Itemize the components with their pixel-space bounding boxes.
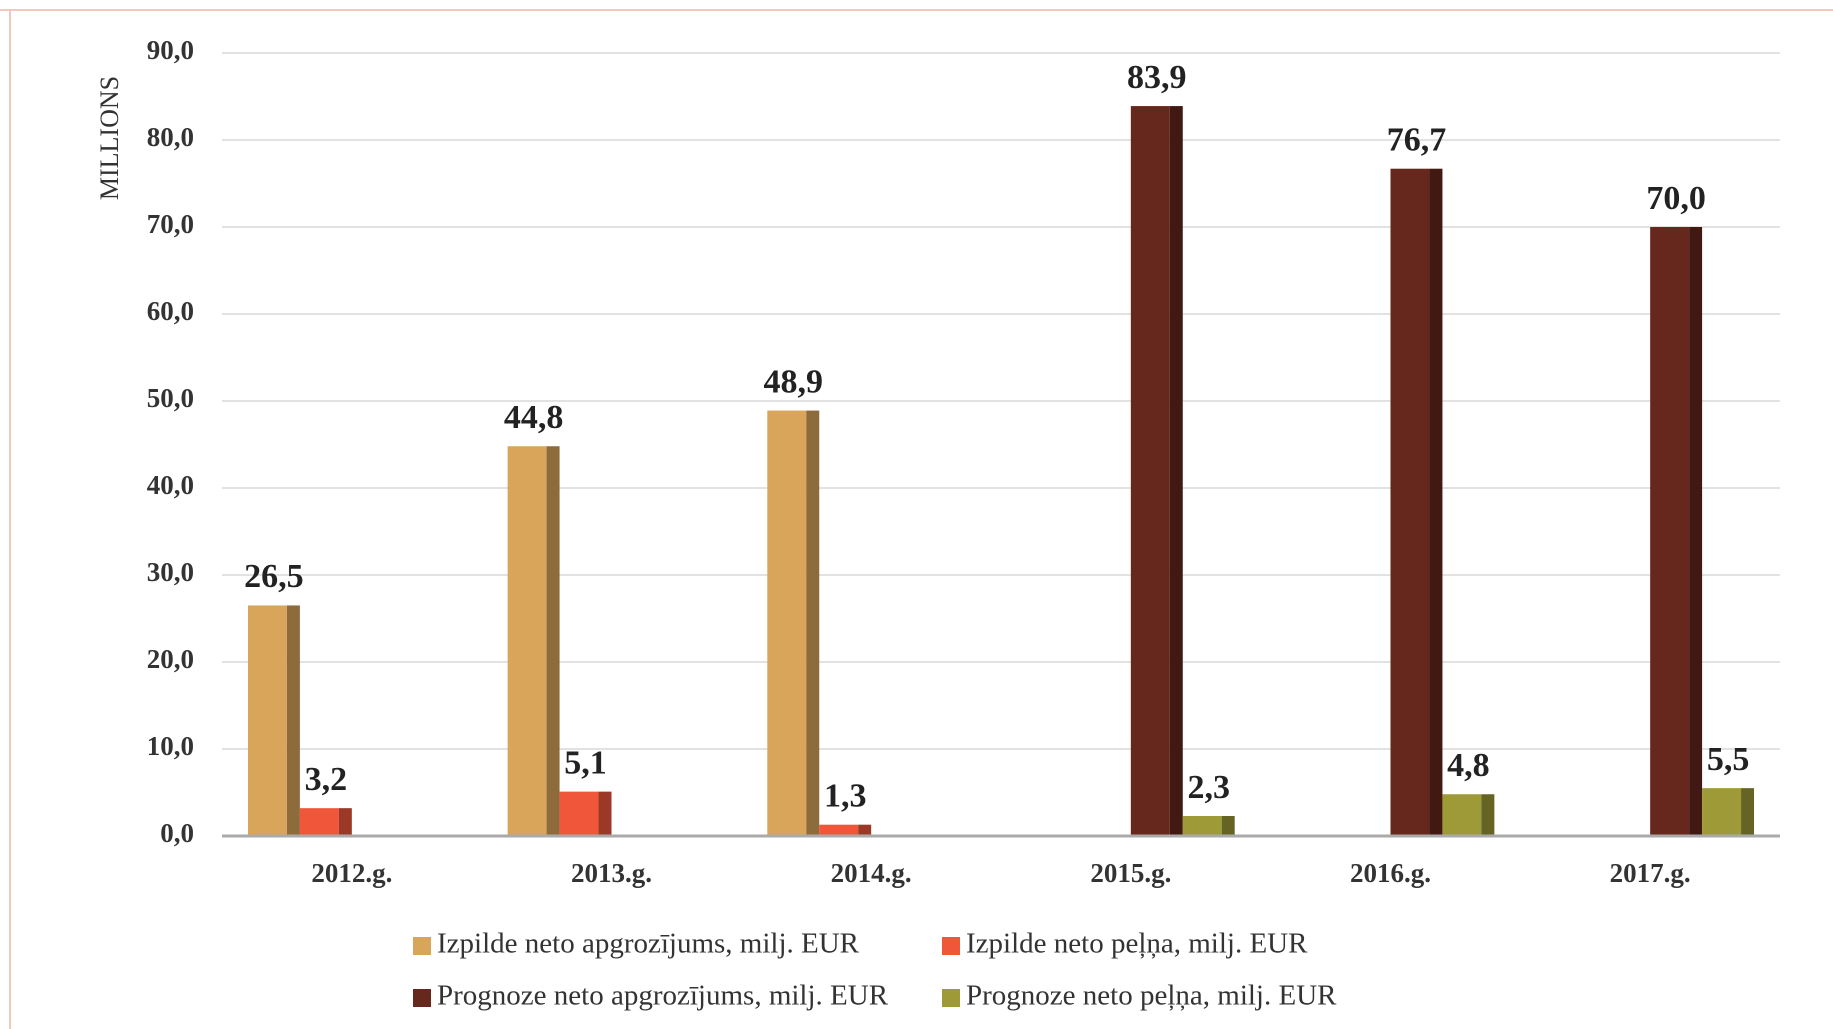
y-tick-label: 10,0 — [147, 731, 194, 761]
bar — [299, 808, 339, 836]
data-label: 5,1 — [564, 744, 607, 781]
legend-label: Prognoze neto apgrozījums, milj. EUR — [437, 980, 889, 1012]
data-label: 5,5 — [1707, 741, 1750, 778]
data-label: 76,7 — [1387, 122, 1447, 159]
bar — [767, 410, 807, 836]
bar — [1130, 106, 1170, 836]
legend-swatch — [942, 937, 960, 955]
y-tick-label: 0,0 — [160, 818, 194, 848]
y-tick-label: 70,0 — [147, 209, 194, 239]
bar-side — [1481, 794, 1495, 836]
bar-side — [1221, 815, 1235, 836]
bar — [1442, 794, 1482, 836]
data-label: 2,3 — [1187, 769, 1230, 806]
x-tick-label: 2014.g. — [831, 858, 912, 888]
data-label: 4,8 — [1447, 747, 1490, 784]
bar — [559, 791, 599, 836]
bar — [1182, 815, 1222, 836]
legend-swatch — [413, 937, 431, 955]
data-label: 44,8 — [504, 399, 564, 436]
legend-label: Izpilde neto apgrozījums, milj. EUR — [437, 928, 860, 960]
bar-side — [1741, 788, 1755, 836]
y-tick-label: 40,0 — [147, 470, 194, 500]
y-tick-label: 80,0 — [147, 122, 194, 152]
data-label: 70,0 — [1646, 180, 1706, 217]
y-axis-label: MILLIONS — [95, 76, 124, 200]
y-tick-label: 50,0 — [147, 383, 194, 413]
data-label: 48,9 — [764, 363, 824, 400]
x-tick-label: 2012.g. — [311, 858, 392, 888]
data-label: 3,2 — [305, 761, 348, 798]
bar-side — [1169, 106, 1183, 836]
bar-side — [598, 791, 612, 836]
y-tick-label: 60,0 — [147, 296, 194, 326]
x-tick-label: 2016.g. — [1350, 858, 1431, 888]
data-label: 83,9 — [1127, 59, 1187, 96]
bar — [247, 605, 287, 836]
bar-side — [806, 410, 820, 836]
legend-label: Prognoze neto peļņa, milj. EUR — [966, 980, 1337, 1012]
x-tick-label: 2015.g. — [1090, 858, 1171, 888]
bar-side — [338, 808, 352, 836]
data-label: 1,3 — [824, 777, 867, 814]
x-tick-label: 2017.g. — [1610, 858, 1691, 888]
bar — [1390, 168, 1430, 836]
bar-side — [1689, 227, 1703, 836]
bar-side — [858, 824, 872, 836]
bar — [1650, 227, 1690, 836]
legend-swatch — [942, 989, 960, 1007]
bar — [507, 446, 547, 836]
legend-swatch — [413, 989, 431, 1007]
bar — [1702, 788, 1742, 836]
legend-label: Izpilde neto peļņa, milj. EUR — [966, 928, 1308, 960]
y-tick-label: 20,0 — [147, 644, 194, 674]
y-tick-label: 30,0 — [147, 557, 194, 587]
x-tick-label: 2013.g. — [571, 858, 652, 888]
bar — [819, 824, 859, 836]
data-label: 26,5 — [244, 558, 304, 595]
y-tick-label: 90,0 — [147, 35, 194, 65]
bar-side — [286, 605, 300, 836]
bar-side — [546, 446, 560, 836]
bar-side — [1429, 168, 1443, 836]
